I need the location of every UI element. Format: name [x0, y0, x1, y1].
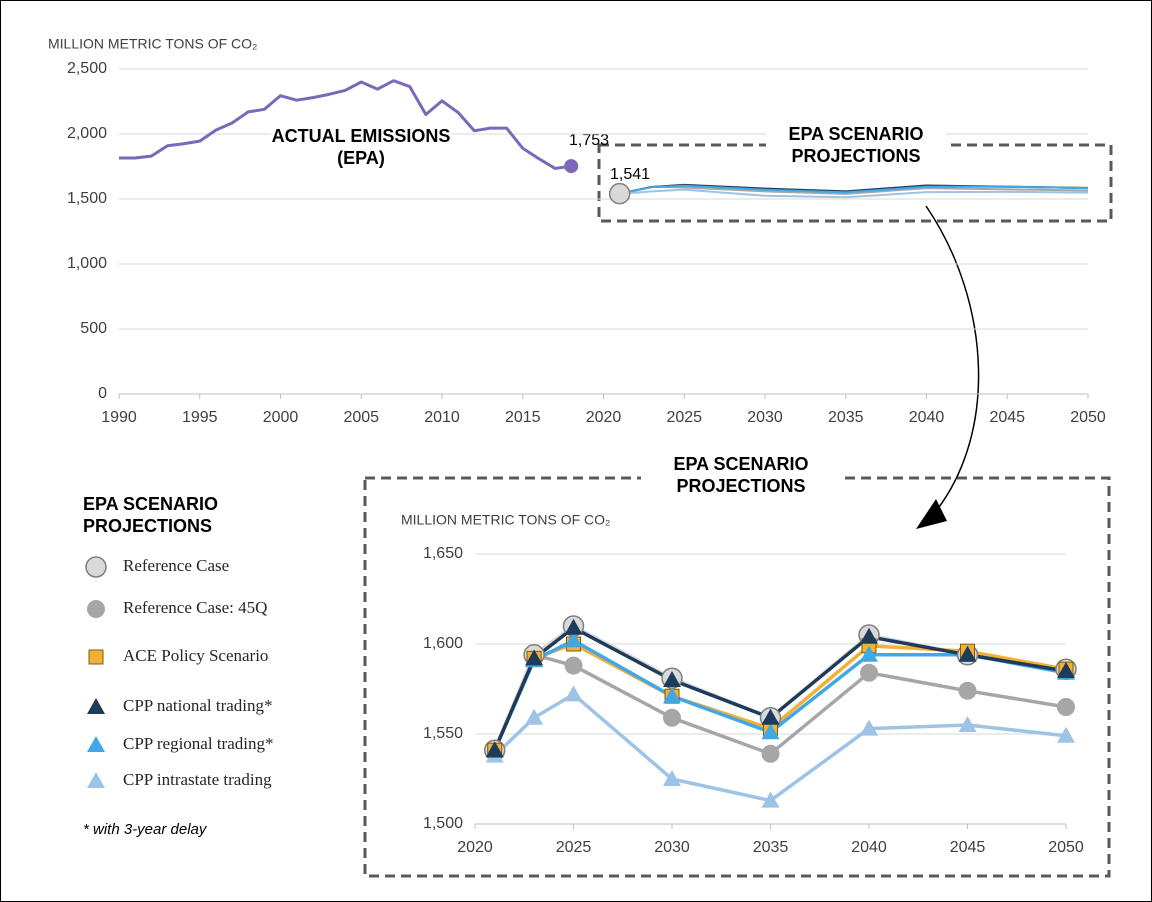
- marker: [860, 645, 878, 662]
- annotation: EPA SCENARIO PROJECTIONS: [766, 123, 946, 167]
- legend-label: Reference Case: 45Q: [123, 598, 268, 617]
- legend-label: CPP regional trading*: [123, 734, 274, 753]
- marker: [564, 656, 583, 675]
- marker: [525, 649, 544, 666]
- x-tick-label: 2040: [851, 839, 887, 856]
- x-tick-label: 2035: [828, 409, 864, 426]
- y-tick-label: 500: [80, 320, 107, 337]
- y-tick-label: 1,500: [67, 190, 107, 207]
- y-tick-label: 1,000: [67, 255, 107, 272]
- legend-marker: [87, 698, 105, 714]
- marker: [1057, 698, 1075, 716]
- marker: [608, 182, 631, 205]
- x-tick-label: 2025: [666, 409, 702, 426]
- marker: [860, 663, 878, 682]
- x-tick-label: 2020: [586, 409, 622, 426]
- marker: [761, 744, 780, 763]
- x-tick-label: 1995: [182, 409, 218, 426]
- arrow-head: [916, 499, 947, 529]
- marker: [761, 723, 780, 740]
- legend-marker: [88, 649, 104, 665]
- x-tick-label: 2050: [1048, 839, 1084, 856]
- legend-marker: [85, 556, 107, 578]
- marker: [761, 708, 780, 725]
- detail-box: [363, 476, 1111, 878]
- x-tick-label: 2030: [654, 839, 690, 856]
- y-tick-label: 1,550: [423, 725, 463, 742]
- legend-marker: [87, 736, 105, 752]
- y-tick-label: 2,500: [67, 60, 107, 77]
- legend-marker: [87, 600, 105, 618]
- annotation: ACTUAL EMISSIONS (EPA): [271, 125, 451, 169]
- x-tick-label: 2005: [343, 409, 379, 426]
- x-tick-label: 2050: [1070, 409, 1106, 426]
- marker: [958, 681, 977, 700]
- marker: [663, 671, 681, 687]
- y-axis-label: MILLION METRIC TONS OF CO₂: [48, 36, 258, 52]
- legend-marker: [87, 772, 105, 788]
- x-tick-label: 2025: [556, 839, 592, 856]
- annotation: 1,753: [569, 132, 609, 149]
- marker: [860, 627, 878, 644]
- marker: [485, 741, 504, 758]
- arrow: [925, 205, 980, 524]
- chart-title: EPA SCENARIO PROJECTIONS: [641, 453, 841, 497]
- y-tick-label: 0: [98, 385, 107, 402]
- x-tick-label: 2040: [909, 409, 945, 426]
- line: [493, 692, 1067, 803]
- x-tick-label: 2020: [457, 839, 493, 856]
- line: [619, 188, 1089, 199]
- y-tick-label: 1,500: [423, 815, 463, 832]
- end-point: [564, 159, 579, 174]
- marker: [564, 685, 583, 702]
- marker: [525, 708, 544, 725]
- marker: [958, 716, 977, 732]
- marker: [663, 708, 681, 727]
- marker: [1057, 662, 1075, 678]
- x-tick-label: 2045: [950, 839, 986, 856]
- marker: [860, 719, 878, 736]
- x-tick-label: 1990: [101, 409, 137, 426]
- legend-label: Reference Case: [123, 556, 230, 575]
- y-tick-label: 2,000: [67, 125, 107, 142]
- x-tick-label: 2000: [263, 409, 299, 426]
- x-tick-label: 2030: [747, 409, 783, 426]
- marker: [564, 631, 583, 648]
- marker: [564, 618, 583, 635]
- legend-title: EPA SCENARIO PROJECTIONS: [83, 494, 219, 536]
- y-axis-label: MILLION METRIC TONS OF CO₂: [401, 512, 611, 528]
- footnote: * with 3-year delay: [83, 821, 207, 838]
- y-tick-label: 1,600: [423, 635, 463, 652]
- legend-label: CPP national trading*: [123, 696, 273, 715]
- annotation: 1,541: [610, 166, 650, 183]
- line: [619, 184, 1089, 195]
- x-tick-label: 2045: [989, 409, 1025, 426]
- marker: [1057, 726, 1075, 743]
- x-tick-label: 2010: [424, 409, 460, 426]
- legend-label: ACE Policy Scenario: [123, 646, 269, 665]
- marker: [958, 645, 977, 662]
- marker: [663, 687, 681, 704]
- x-tick-label: 2035: [753, 839, 789, 856]
- y-tick-label: 1,650: [423, 545, 463, 562]
- marker: [663, 770, 681, 786]
- marker: [761, 791, 780, 808]
- x-tick-label: 2015: [505, 409, 541, 426]
- line: [119, 79, 572, 170]
- legend-label: CPP intrastate trading: [123, 770, 272, 789]
